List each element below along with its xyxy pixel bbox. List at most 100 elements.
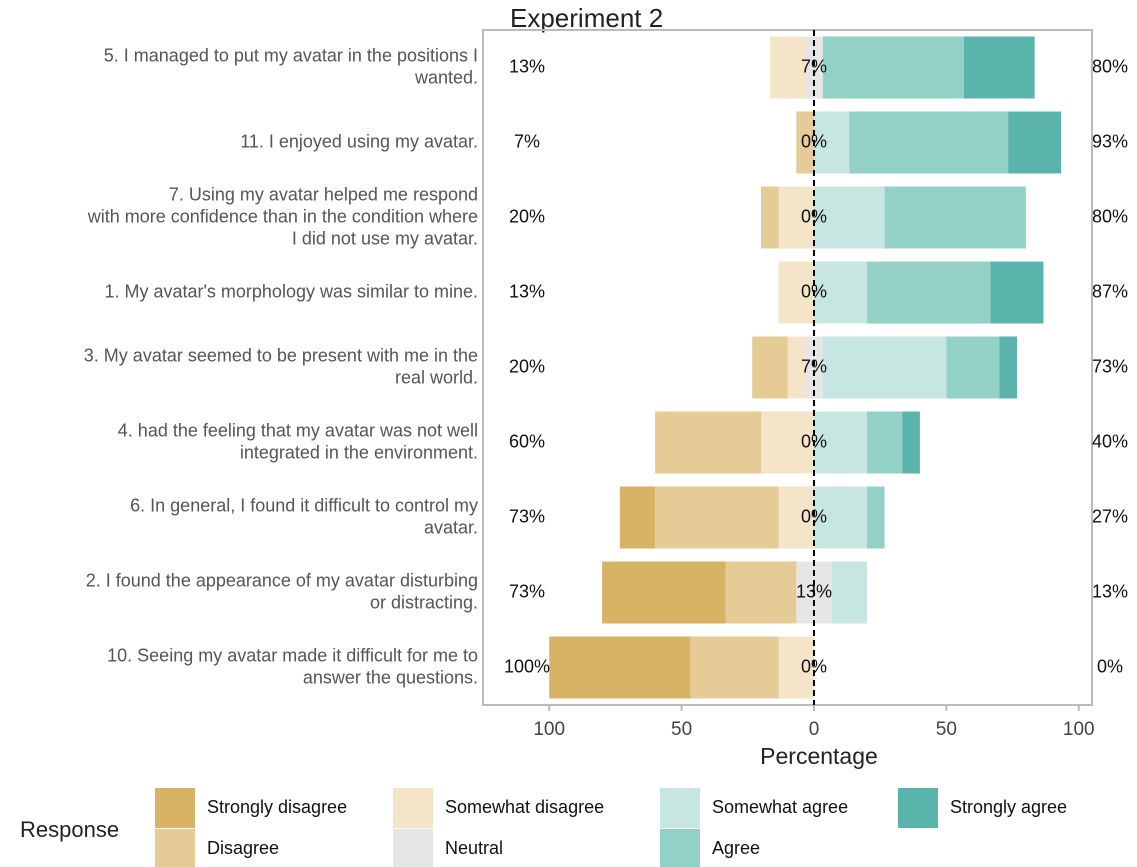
x-tick-label: 50: [936, 719, 957, 740]
category-label: with more confidence than in the conditi…: [87, 206, 478, 226]
category-label: avatar.: [424, 517, 478, 537]
legend-key: [393, 788, 433, 828]
bar-segment: [1008, 111, 1062, 174]
x-tick-label: 50: [671, 719, 692, 740]
left-percent: 13%: [509, 281, 545, 301]
legend-label: Somewhat agree: [712, 797, 848, 817]
bar-segment: [549, 636, 691, 699]
bar-segment: [999, 336, 1018, 399]
category-label: 7. Using my avatar helped me respond: [169, 184, 478, 204]
legend-label: Strongly agree: [950, 797, 1067, 817]
bar-segment: [655, 486, 779, 549]
right-percent: 80%: [1092, 206, 1128, 226]
bar-segment: [990, 261, 1044, 324]
plot-frame: [482, 29, 1093, 706]
bar-segment: [849, 111, 1009, 174]
center-percent: 7%: [801, 56, 827, 76]
bar-segment: [866, 486, 885, 549]
bar-segment: [752, 336, 788, 399]
right-percent: 73%: [1092, 356, 1128, 376]
center-percent: 7%: [801, 356, 827, 376]
bar-segment: [725, 561, 797, 624]
category-label: real world.: [395, 367, 478, 387]
left-percent: 73%: [509, 506, 545, 526]
legend-key: [155, 829, 195, 867]
left-percent: 20%: [509, 356, 545, 376]
category-label: 5. I managed to put my avatar in the pos…: [104, 45, 478, 65]
center-percent: 0%: [801, 656, 827, 676]
bar-segment: [787, 336, 806, 399]
right-percent: 80%: [1092, 56, 1128, 76]
category-label: or distracting.: [370, 592, 478, 612]
bar-segment: [813, 486, 867, 549]
left-percent: 100%: [504, 656, 550, 676]
bar-segment: [778, 261, 814, 324]
bar-segment: [778, 186, 814, 249]
category-label: integrated in the environment.: [240, 442, 478, 462]
x-tick-label: 100: [1063, 719, 1095, 740]
bar-segment: [813, 186, 885, 249]
legend-label: Neutral: [445, 838, 503, 858]
bar-segment: [769, 36, 806, 99]
legend-label: Agree: [712, 838, 760, 858]
category-label: wanted.: [414, 67, 478, 87]
bar-segment: [796, 111, 814, 174]
center-percent: 0%: [801, 206, 827, 226]
bar-segment: [822, 36, 965, 99]
right-percent: 87%: [1092, 281, 1128, 301]
category-label: 1. My avatar's morphology was similar to…: [104, 281, 478, 301]
right-percent: 40%: [1092, 431, 1128, 451]
bar-segment: [805, 336, 823, 399]
legend-title: Response: [20, 817, 119, 842]
right-percent: 13%: [1092, 581, 1128, 601]
bar-segment: [822, 336, 947, 399]
legend-key: [660, 788, 700, 828]
category-label: 11. I enjoyed using my avatar.: [240, 131, 478, 151]
legend-label: Disagree: [207, 838, 279, 858]
bar-segment: [813, 411, 867, 474]
left-percent: 60%: [509, 431, 545, 451]
bar-segment: [813, 111, 850, 174]
right-percent: 0%: [1097, 656, 1123, 676]
bar-segment: [805, 36, 823, 99]
bar-segment: [778, 636, 814, 699]
legend-label: Somewhat disagree: [445, 797, 604, 817]
legend-label: Strongly disagree: [207, 797, 347, 817]
center-percent: 0%: [801, 506, 827, 526]
category-label: 2. I found the appearance of my avatar d…: [86, 570, 478, 590]
bar-segment: [866, 261, 991, 324]
bar-segment: [964, 36, 1035, 99]
right-percent: 27%: [1092, 506, 1128, 526]
bar-segment: [602, 561, 726, 624]
x-tick-label: 0: [809, 719, 820, 740]
left-percent: 73%: [509, 581, 545, 601]
bar-segment: [884, 186, 1026, 249]
bar-segment: [946, 336, 1000, 399]
bar-segment: [655, 411, 762, 474]
category-label: I did not use my avatar.: [292, 228, 478, 248]
category-label: 10. Seeing my avatar made it difficult f…: [107, 645, 478, 665]
category-label: 4. had the feeling that my avatar was no…: [118, 420, 478, 440]
left-percent: 13%: [509, 56, 545, 76]
x-axis-label: Percentage: [760, 743, 878, 769]
legend-key: [393, 829, 433, 867]
category-label: 3. My avatar seemed to be present with m…: [84, 345, 478, 365]
bar-segment: [619, 486, 656, 549]
bar-segment: [813, 261, 867, 324]
bar-segment: [778, 486, 814, 549]
category-label: answer the questions.: [303, 667, 478, 687]
category-label: 6. In general, I found it difficult to c…: [130, 495, 478, 515]
bar-segment: [690, 636, 779, 699]
bar-segment: [866, 411, 903, 474]
legend-key: [155, 788, 195, 828]
bar-segment: [761, 411, 814, 474]
bar-segment: [902, 411, 920, 474]
legend-key: [660, 829, 700, 867]
bar-segment: [831, 561, 867, 624]
chart-title: Experiment 2: [510, 3, 663, 33]
bar-segment: [761, 186, 779, 249]
x-tick-label: 100: [533, 719, 565, 740]
left-percent: 20%: [509, 206, 545, 226]
left-percent: 7%: [514, 131, 540, 151]
